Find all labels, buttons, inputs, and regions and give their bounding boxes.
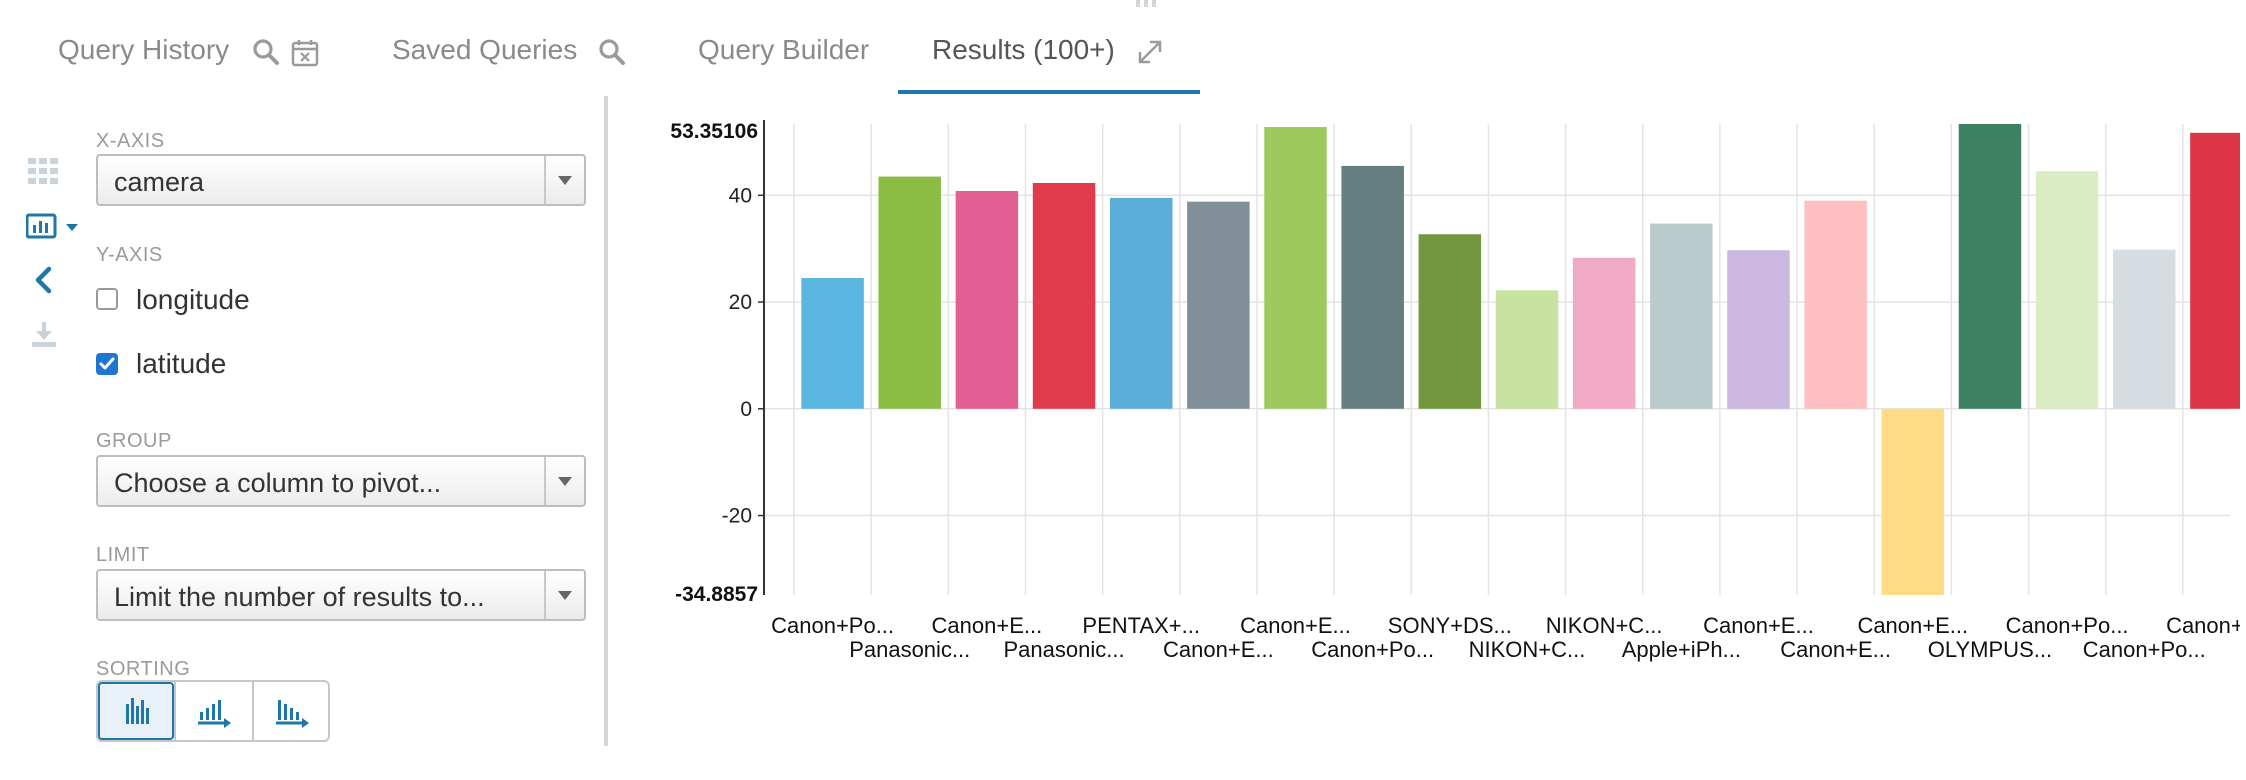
x-tick-label: SONY+DS...	[1388, 613, 1512, 638]
x-tick-label: OLYMPUS...	[1928, 637, 2052, 662]
x-tick-label: Canon+E...	[932, 613, 1043, 638]
x-tick-label: Canon+E...	[1703, 613, 1814, 638]
panel-divider[interactable]	[604, 96, 608, 746]
grid-icon[interactable]	[28, 158, 58, 184]
latitude-checkbox[interactable]	[96, 353, 118, 375]
tab-bar: Query History Saved Queries Query Builde…	[0, 0, 2246, 96]
dropdown-toggle[interactable]	[544, 571, 584, 619]
group-placeholder: Choose a column to pivot...	[114, 468, 442, 498]
bar[interactable]	[878, 176, 941, 409]
limit-select[interactable]: Limit the number of results to...	[96, 569, 586, 621]
sorting-label: SORTING	[96, 658, 191, 680]
tab-query-builder[interactable]: Query Builder	[698, 34, 870, 65]
chart-vertical-grid	[793, 124, 2184, 595]
x-tick-label: NIKON+C...	[1469, 637, 1586, 662]
checkmark-icon	[99, 357, 115, 370]
x-tick-label: Canon+E...	[1857, 613, 1968, 638]
dropdown-toggle[interactable]	[544, 457, 584, 505]
tab-query-history[interactable]: Query History	[58, 34, 230, 65]
bar[interactable]	[2035, 171, 2099, 409]
x-tick-label: Canon+Po...	[771, 613, 894, 638]
y-tick-label: 0	[740, 398, 752, 421]
x-axis-label: X-AXIS	[96, 130, 165, 152]
expand-icon[interactable]	[1136, 38, 1164, 66]
y-tick-label: 40	[729, 184, 752, 207]
x-tick-label: Panasonic...	[1004, 637, 1125, 662]
x-tick-label: Canon+E...	[1780, 637, 1891, 662]
bar[interactable]	[1804, 200, 1867, 409]
bar[interactable]	[1109, 197, 1173, 409]
longitude-label[interactable]: longitude	[136, 284, 250, 315]
x-tick-label: Canon+E...	[1163, 637, 1274, 662]
bar[interactable]	[1650, 223, 1713, 409]
bar[interactable]	[2190, 132, 2240, 409]
bar[interactable]	[1418, 234, 1482, 409]
bar[interactable]	[1881, 408, 1945, 595]
sort-none-button[interactable]	[98, 682, 174, 740]
x-tick-label: Canon+E...	[1240, 613, 1351, 638]
x-tick-label: Canon+E...	[2166, 613, 2240, 638]
group-label: GROUP	[96, 430, 172, 452]
x-tick-label: Apple+iPh...	[1622, 637, 1741, 662]
bar[interactable]	[1341, 165, 1404, 409]
sorting-button-group	[96, 680, 330, 742]
y-tick-label: -20	[722, 505, 752, 528]
y-axis-label: Y-AXIS	[96, 244, 163, 266]
x-axis-labels: Canon+Po...Panasonic...Canon+E...Panason…	[771, 613, 2240, 662]
caret-down-icon	[558, 477, 572, 486]
sort-none-icon	[126, 698, 149, 724]
tab-results[interactable]: Results (100+)	[932, 34, 1115, 65]
search-icon[interactable]	[598, 38, 626, 66]
calendar-clear-icon[interactable]	[290, 38, 320, 68]
limit-label: LIMIT	[96, 544, 150, 566]
active-tab-indicator	[898, 90, 1200, 94]
tab-saved-queries[interactable]: Saved Queries	[392, 34, 578, 65]
x-tick-label: PENTAX+...	[1082, 613, 1200, 638]
x-tick-label: Panasonic...	[849, 637, 970, 662]
group-select[interactable]: Choose a column to pivot...	[96, 455, 586, 507]
x-axis-value: camera	[114, 167, 205, 197]
x-tick-label: Canon+Po...	[1311, 637, 1434, 662]
bar[interactable]	[955, 190, 1019, 409]
bar[interactable]	[1032, 182, 1096, 409]
y-extent-label: 53.35106	[670, 120, 758, 143]
bar[interactable]	[1495, 290, 1559, 409]
bar[interactable]	[1264, 126, 1327, 409]
y-extent-label: -34.8857	[675, 583, 758, 606]
sort-descending-icon	[276, 700, 309, 728]
chart-bars	[801, 124, 2240, 595]
longitude-checkbox[interactable]	[96, 288, 118, 310]
dropdown-toggle[interactable]	[544, 156, 584, 204]
y-axis-ticks: 40 20 0 -20 53.35106 -34.8857	[670, 120, 764, 606]
bar[interactable]	[801, 278, 864, 409]
y-tick-label: 20	[729, 291, 752, 314]
limit-placeholder: Limit the number of results to...	[114, 582, 485, 612]
search-icon[interactable]	[252, 38, 280, 66]
caret-down-icon	[558, 176, 572, 185]
bar[interactable]	[1958, 124, 2022, 409]
bar[interactable]	[2113, 249, 2176, 409]
chevron-left-icon[interactable]	[32, 266, 54, 294]
bar[interactable]	[1572, 257, 1636, 409]
x-axis-select[interactable]: camera	[96, 154, 586, 206]
sort-descending-button[interactable]	[252, 682, 328, 740]
bar[interactable]	[1727, 250, 1790, 409]
x-tick-label: NIKON+C...	[1546, 613, 1663, 638]
x-tick-label: Canon+Po...	[2083, 637, 2206, 662]
x-tick-label: Canon+Po...	[2006, 613, 2129, 638]
download-icon[interactable]	[30, 320, 58, 348]
bar-chart-icon[interactable]	[26, 212, 82, 242]
drag-handle-icon[interactable]	[1136, 0, 1162, 8]
sort-ascending-icon	[198, 700, 231, 728]
caret-down-icon	[558, 591, 572, 600]
latitude-label[interactable]: latitude	[136, 348, 227, 379]
bar[interactable]	[1187, 201, 1250, 409]
sort-ascending-button[interactable]	[174, 682, 250, 740]
